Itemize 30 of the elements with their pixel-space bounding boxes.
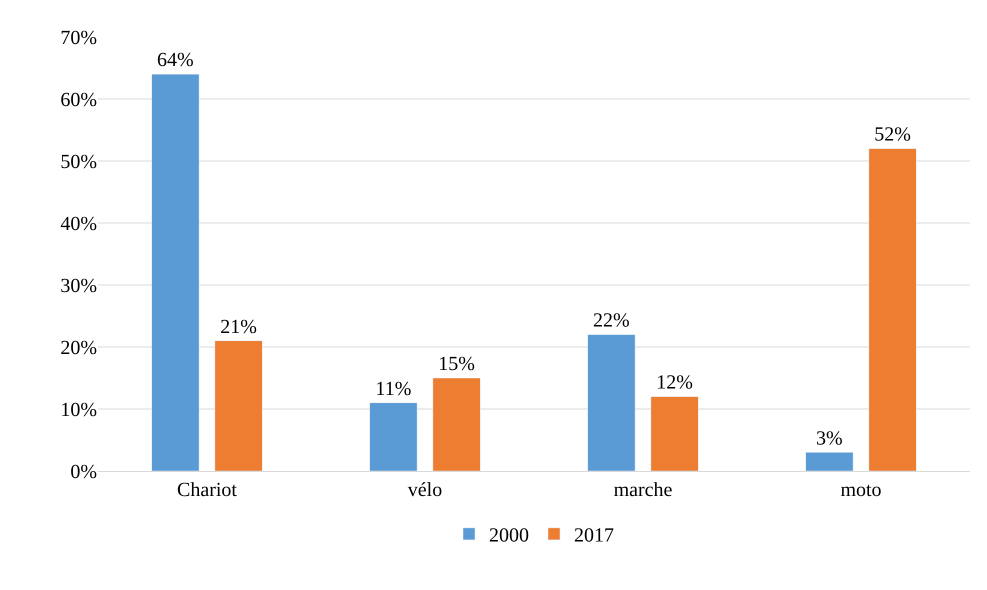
data-label: 52% <box>874 124 911 146</box>
y-tick-label: 70% <box>60 27 97 49</box>
y-tick-label: 40% <box>60 213 97 235</box>
bar <box>868 148 917 471</box>
y-tick-label: 10% <box>60 399 97 421</box>
x-tick-label: Chariot <box>177 479 238 501</box>
data-label: 12% <box>656 372 693 394</box>
data-label: 11% <box>375 378 412 400</box>
x-tick-label: marche <box>614 479 673 501</box>
x-tick-label: vélo <box>408 479 442 501</box>
y-tick-label: 30% <box>60 275 97 297</box>
bar <box>650 396 699 471</box>
x-tick-label: moto <box>840 479 882 501</box>
bar <box>214 340 263 471</box>
legend-label: 2017 <box>574 524 614 547</box>
y-tick-label: 50% <box>60 151 97 173</box>
bar <box>587 334 636 471</box>
y-tick-label: 20% <box>60 337 97 359</box>
bar <box>432 378 481 471</box>
legend-label: 2000 <box>489 524 529 547</box>
data-label: 22% <box>593 310 630 332</box>
data-label: 3% <box>816 427 843 450</box>
y-tick-label: 0% <box>70 461 97 483</box>
y-tick-label: 60% <box>60 89 97 111</box>
bar <box>369 402 418 471</box>
bar <box>151 74 200 471</box>
bar <box>805 452 854 471</box>
data-label: 21% <box>220 316 257 338</box>
data-label: 64% <box>157 49 194 72</box>
data-label: 15% <box>438 353 475 375</box>
